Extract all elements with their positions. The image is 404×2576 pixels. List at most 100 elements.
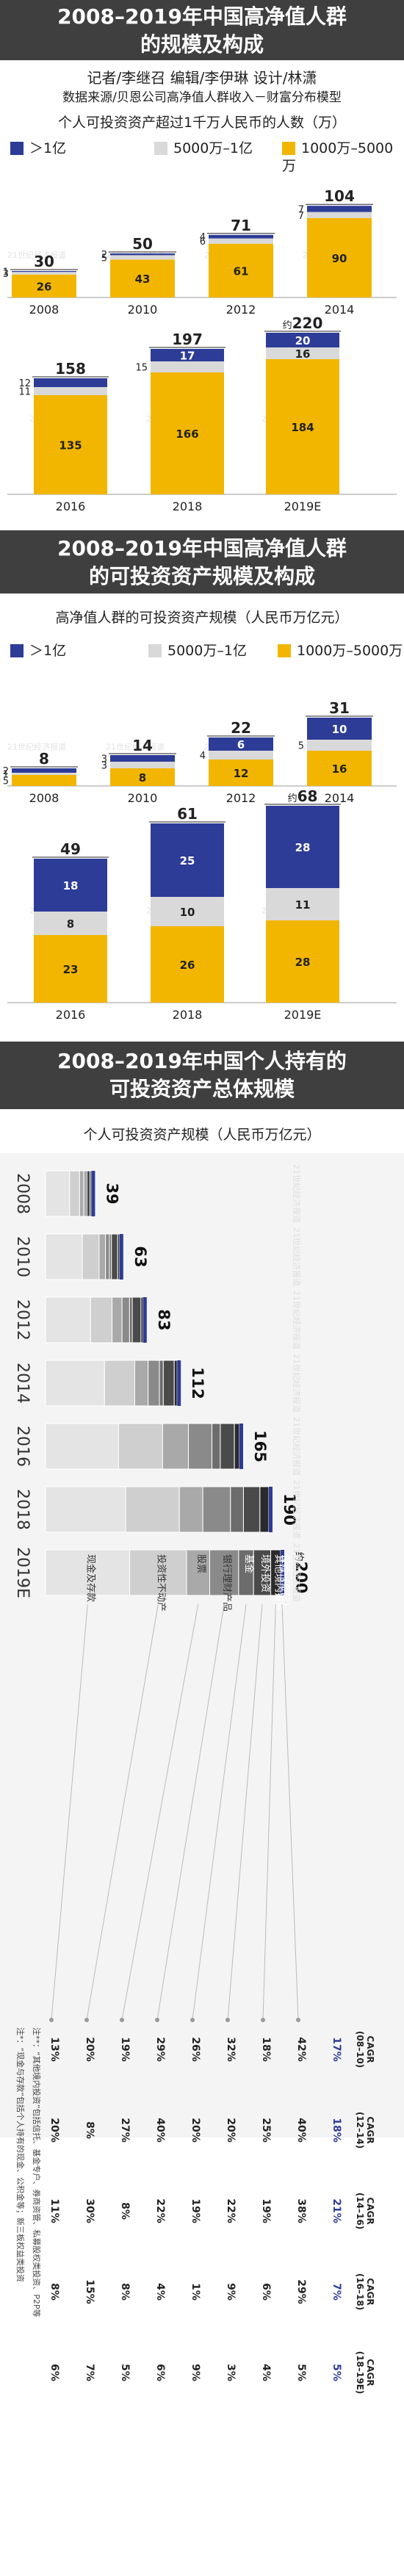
cagr-value-2-4: 5%: [119, 2364, 131, 2381]
bar-segment-2010-1: [110, 255, 175, 260]
cagr-value-4-0: 26%: [190, 2037, 201, 2062]
total-label-2016: 49: [60, 840, 81, 858]
chart3-svg: 2008 39 21世纪经济报道 2010 63 21世纪经济报道 2012 83 21世纪经济…: [0, 1153, 404, 2395]
total-label-2014: 104: [324, 187, 355, 205]
legend-swatch-10to50m: [282, 142, 295, 155]
approx-prefix: 约: [293, 1552, 304, 1562]
seg-2014-3: [148, 1360, 160, 1407]
seg-2012-2: [112, 1296, 123, 1343]
cagr-value-4-3: 1%: [190, 2283, 201, 2301]
category-label-2014: 2014: [325, 303, 355, 317]
connector-dot-5: [226, 2018, 230, 2022]
data-label-2010-2: 2: [101, 250, 107, 261]
seg-2012-1: [90, 1296, 113, 1343]
data-label-2010-2: 3: [101, 754, 107, 765]
cagr-value-2-0: 19%: [119, 2037, 131, 2062]
total-label-2008: 30: [34, 253, 54, 270]
data-label-2008-1: 1: [3, 770, 9, 781]
bar-segment-2014-0: [307, 218, 372, 297]
data-label-2019E-0: 28: [295, 956, 311, 969]
section2-title-band: 2008–2019年中国高净值人群 的可投资资产规模及构成: [0, 530, 404, 594]
seg-2008-2: [79, 1170, 84, 1217]
seg-2016-4: [212, 1423, 221, 1470]
connector-0: [51, 1603, 88, 2021]
chart1-svg: 21世纪经济报道21世纪经济报道21世纪经济报道21世纪经济报道26313020…: [3, 187, 397, 513]
legend-swatch-over100m: [10, 644, 24, 657]
seg-2016-1: [118, 1423, 163, 1470]
total-label-2018: 61: [177, 805, 198, 823]
seg-2016-5: [220, 1423, 235, 1470]
data-label-2018-2: 25: [180, 854, 195, 867]
cagr-value-5-3: 9%: [225, 2283, 237, 2301]
bar-segment-2014-1: [307, 740, 372, 751]
seg-2012-5: [131, 1296, 142, 1343]
total-value: 50: [132, 235, 153, 253]
total-label-2012: 83: [155, 1309, 173, 1330]
total-value: 71: [231, 217, 251, 234]
cagr-header-line: (16–18): [355, 2273, 365, 2310]
series-label-6: 其他境内投资: [273, 1554, 284, 1612]
total-value: 197: [172, 331, 203, 348]
data-label-2012-1: 4: [200, 751, 206, 762]
year-label-2012: 2012: [13, 1299, 32, 1341]
total-label-2018: 197: [172, 331, 203, 348]
watermark: 21世纪经济报道: [7, 250, 66, 260]
cagr-value-5-2: 22%: [225, 2198, 237, 2223]
cagr-header-line: CAGR: [365, 2035, 375, 2063]
cagr-value-3-2: 22%: [154, 2198, 166, 2223]
bar-segment-2008-1: [12, 272, 76, 275]
cagr-value-0-2: 11%: [48, 2198, 60, 2223]
connector-6: [262, 1603, 276, 2021]
seg-2018-6: [259, 1486, 270, 1533]
bar-segment-2018-2: [151, 349, 224, 361]
insurance-seg-2019E: [281, 1550, 284, 1595]
series-label-3: 银行理财产品: [221, 1554, 232, 1612]
cagr-value-7-3: 29%: [295, 2279, 307, 2304]
year-label-2014: 2014: [13, 1363, 32, 1404]
data-label-2008-0: 5: [3, 776, 9, 787]
total-value: 112: [189, 1367, 206, 1399]
insurance-seg-2010: [119, 1234, 123, 1280]
cagr-value-6-1: 25%: [260, 2118, 272, 2143]
cagr-value-5-1: 20%: [225, 2118, 237, 2143]
legend-item-over100m: ＞1亿: [10, 140, 66, 157]
seg-2014-2: [134, 1360, 149, 1407]
data-label-2016-0: 135: [59, 439, 82, 452]
year-label-2018: 2018: [13, 1489, 32, 1530]
credits: 记者/李继召 编辑/李伊琳 设计/林潇: [87, 69, 317, 87]
series-label-4: 基金: [243, 1554, 255, 1573]
bar-segment-2014-2: [307, 718, 372, 740]
data-label-2010-1: 3: [101, 761, 107, 772]
legend-label: 1000万–5000万: [297, 643, 403, 659]
bar-segment-2019E-2: [266, 806, 339, 888]
seg-2016-2: [162, 1423, 190, 1470]
bar-segment-2016-0: [34, 395, 107, 494]
total-value: 104: [324, 187, 355, 205]
total-label-2012: 22: [231, 719, 251, 737]
data-label-2010-0: 8: [139, 771, 146, 784]
year-label-2019E: 2019E: [13, 1547, 32, 1598]
seg-2010-3: [105, 1233, 110, 1280]
cagr-header-4: CAGR(18–19E): [355, 2351, 375, 2395]
legend-item-10to50m: 1000万–5000万: [278, 642, 403, 660]
cagr-header-2: CAGR(14–16): [355, 2193, 375, 2229]
bar-segment-2016-2: [34, 378, 107, 387]
seg-2019E-0: [45, 1549, 131, 1596]
cagr-value-7-0: 42%: [295, 2037, 307, 2062]
data-label-2008-2: 2: [3, 766, 9, 777]
data-label-2014-1: 7: [298, 211, 304, 222]
bar-segment-2010-2: [110, 253, 175, 256]
section1-title-band: 2008–2019年中国高净值人群 的规模及构成: [0, 0, 404, 60]
bar-segment-2016-1: [34, 387, 107, 395]
seg-2010-2: [98, 1233, 107, 1280]
bar-segment-2012-0: [209, 760, 273, 786]
seg-2010-5: [111, 1233, 118, 1280]
seg-2012-3: [121, 1296, 130, 1343]
footnote-0: 注*：“现金与存款”包括个人持有的现金、公积金等；新三板权益类投资: [15, 2027, 26, 2282]
cagr-value-3-3: 4%: [154, 2283, 166, 2301]
bar-segment-2018-2: [151, 823, 224, 897]
bar-segment-2019E-0: [266, 359, 339, 494]
footnote-1: 注**：“其他境内投资”包括信托、基金专户、券商资管、私募股权类投资、P2P等: [32, 2027, 42, 2317]
data-label-2016-2: 18: [63, 879, 79, 892]
chart2-svg: 21世纪经济报道21世纪经济报道21世纪经济报道21世纪经济报道51282008…: [3, 699, 397, 1022]
